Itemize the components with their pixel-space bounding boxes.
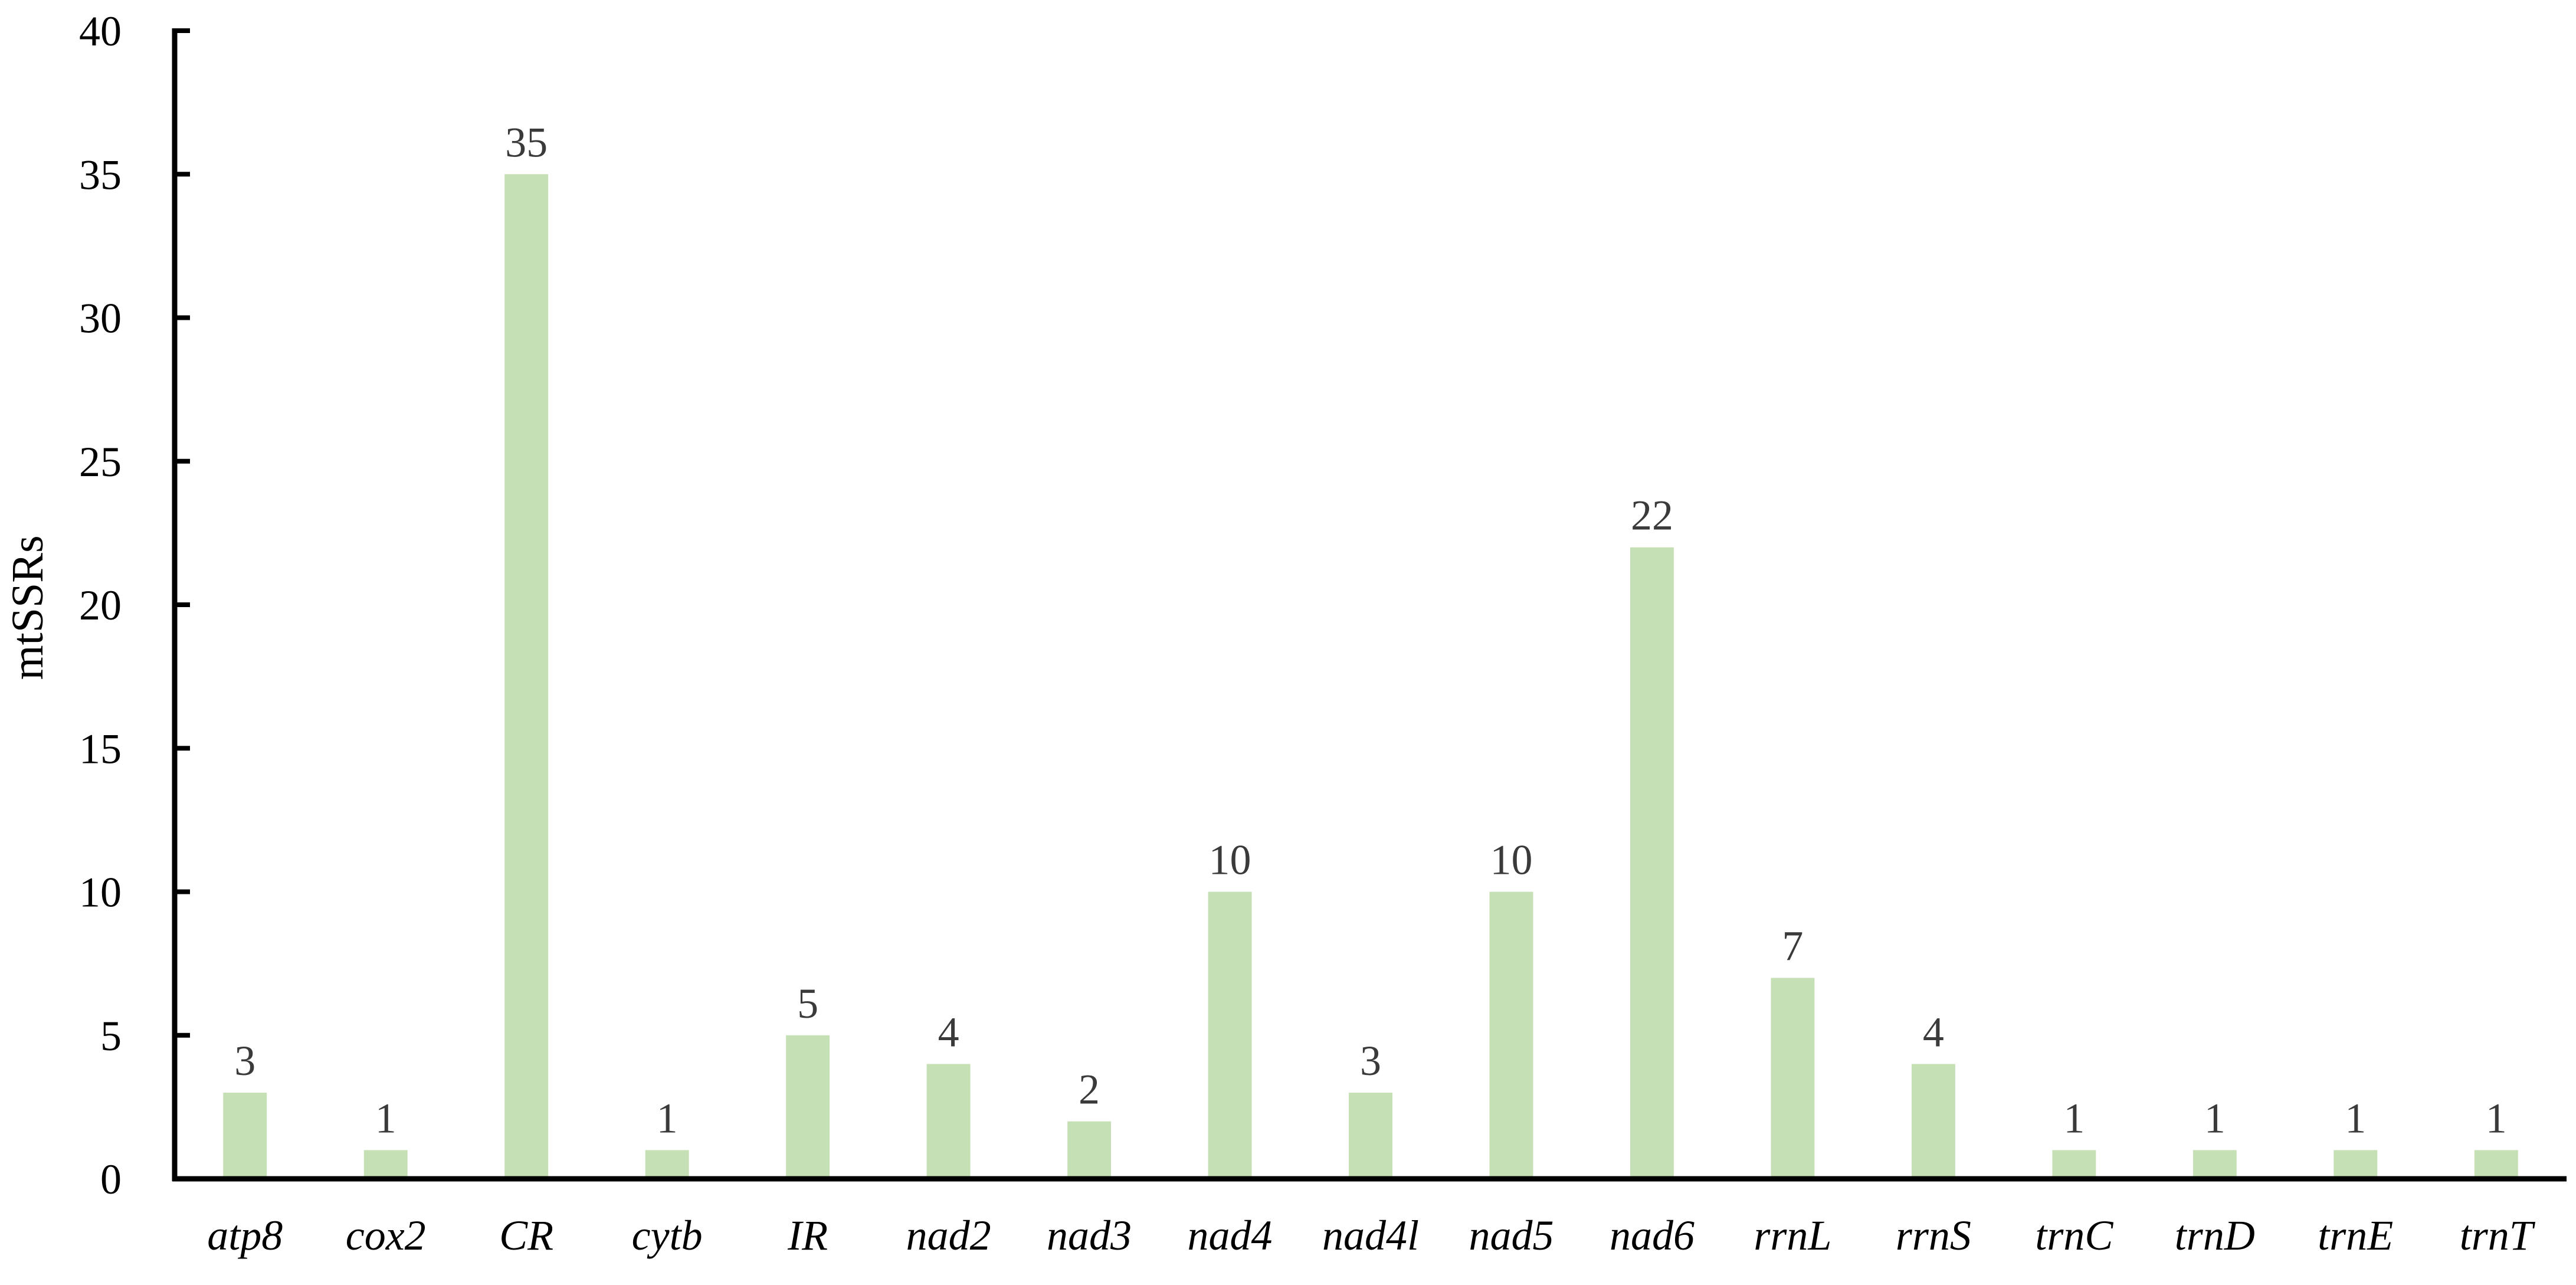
x-categories-layer: atp8 cox2 CR cytb IR nad2 nad3 nad4 nad4l nad5 nad… [207, 1212, 2536, 1259]
x-tick-label-nad5: nad5 [1469, 1212, 1554, 1259]
y-tick-label-10: 10 [79, 869, 122, 916]
x-tick-label-nad6: nad6 [1610, 1212, 1695, 1259]
y-tick-label-5: 5 [100, 1012, 122, 1060]
data-label-nad4l: 3 [1360, 1037, 1381, 1084]
y-tick-label-15: 15 [79, 725, 122, 772]
x-tick-label-trnE: trnE [2318, 1212, 2393, 1259]
data-label-nad2: 4 [938, 1008, 959, 1055]
x-tick-label-nad2: nad2 [906, 1212, 991, 1259]
y-tick-label-0: 0 [100, 1156, 122, 1203]
x-tick-label-atp8: atp8 [207, 1212, 283, 1259]
bar-trnC [2052, 1150, 2096, 1179]
x-tick-label-CR: CR [499, 1212, 553, 1259]
bar-nad3 [1067, 1121, 1112, 1179]
x-tick-label-trnD: trnD [2175, 1212, 2255, 1259]
bar-cox2 [363, 1150, 408, 1179]
bar-rrnL [1771, 978, 1815, 1179]
bar-trnD [2192, 1150, 2237, 1179]
x-tick-label-nad4: nad4 [1188, 1212, 1273, 1259]
x-tick-label-rrnS: rrnS [1896, 1212, 1971, 1259]
x-tick-label-IR: IR [787, 1212, 828, 1259]
y-tick-label-35: 35 [79, 151, 122, 198]
bars-layer [223, 174, 2518, 1179]
bar-CR [504, 174, 549, 1179]
bar-nad2 [926, 1064, 971, 1179]
data-label-rrnS: 4 [1923, 1008, 1944, 1055]
bar-atp8 [223, 1093, 267, 1179]
data-label-nad3: 2 [1079, 1066, 1100, 1113]
data-label-CR: 35 [505, 119, 548, 166]
data-label-trnE: 1 [2345, 1094, 2366, 1142]
data-label-trnD: 1 [2204, 1094, 2226, 1142]
bar-nad6 [1630, 547, 1674, 1179]
x-tick-label-trnC: trnC [2035, 1212, 2113, 1259]
x-tick-label-rrnL: rrnL [1754, 1212, 1831, 1259]
x-tick-label-nad3: nad3 [1047, 1212, 1132, 1259]
x-tick-label-cox2: cox2 [346, 1212, 426, 1259]
bar-trnE [2334, 1150, 2378, 1179]
data-label-nad6: 22 [1631, 492, 1673, 539]
y-tick-label-25: 25 [79, 438, 122, 486]
data-label-nad5: 10 [1490, 837, 1532, 884]
data-label-nad4: 10 [1209, 837, 1251, 884]
data-label-trnT: 1 [2486, 1094, 2507, 1142]
data-label-trnC: 1 [2063, 1094, 2085, 1142]
bar-trnT [2474, 1150, 2518, 1179]
x-tick-label-trnT: trnT [2460, 1212, 2536, 1259]
y-tick-label-40: 40 [79, 8, 122, 55]
y-tick-label-20: 20 [79, 582, 122, 629]
bar-nad4l [1349, 1093, 1392, 1179]
y-tick-label-30: 30 [79, 295, 122, 342]
x-tick-label-nad4l: nad4l [1322, 1212, 1419, 1259]
data-labels-layer: 3 1 35 1 5 4 2 10 3 10 22 7 4 1 1 1 1 [234, 119, 2507, 1142]
bar-cytb [645, 1150, 689, 1179]
bar-nad5 [1489, 891, 1533, 1179]
bar-IR [786, 1035, 830, 1179]
data-label-rrnL: 7 [1782, 922, 1803, 969]
data-label-atp8: 3 [234, 1037, 255, 1084]
data-label-IR: 5 [797, 980, 818, 1027]
bar-nad4 [1208, 891, 1252, 1179]
y-ticks-layer: 0 5 10 15 20 25 30 35 40 [79, 8, 190, 1203]
x-tick-label-cytb: cytb [632, 1212, 703, 1259]
y-axis-title: mtSSRs [3, 535, 53, 680]
data-label-cox2: 1 [375, 1094, 396, 1142]
data-label-cytb: 1 [657, 1094, 678, 1142]
bar-rrnS [1911, 1064, 1955, 1179]
